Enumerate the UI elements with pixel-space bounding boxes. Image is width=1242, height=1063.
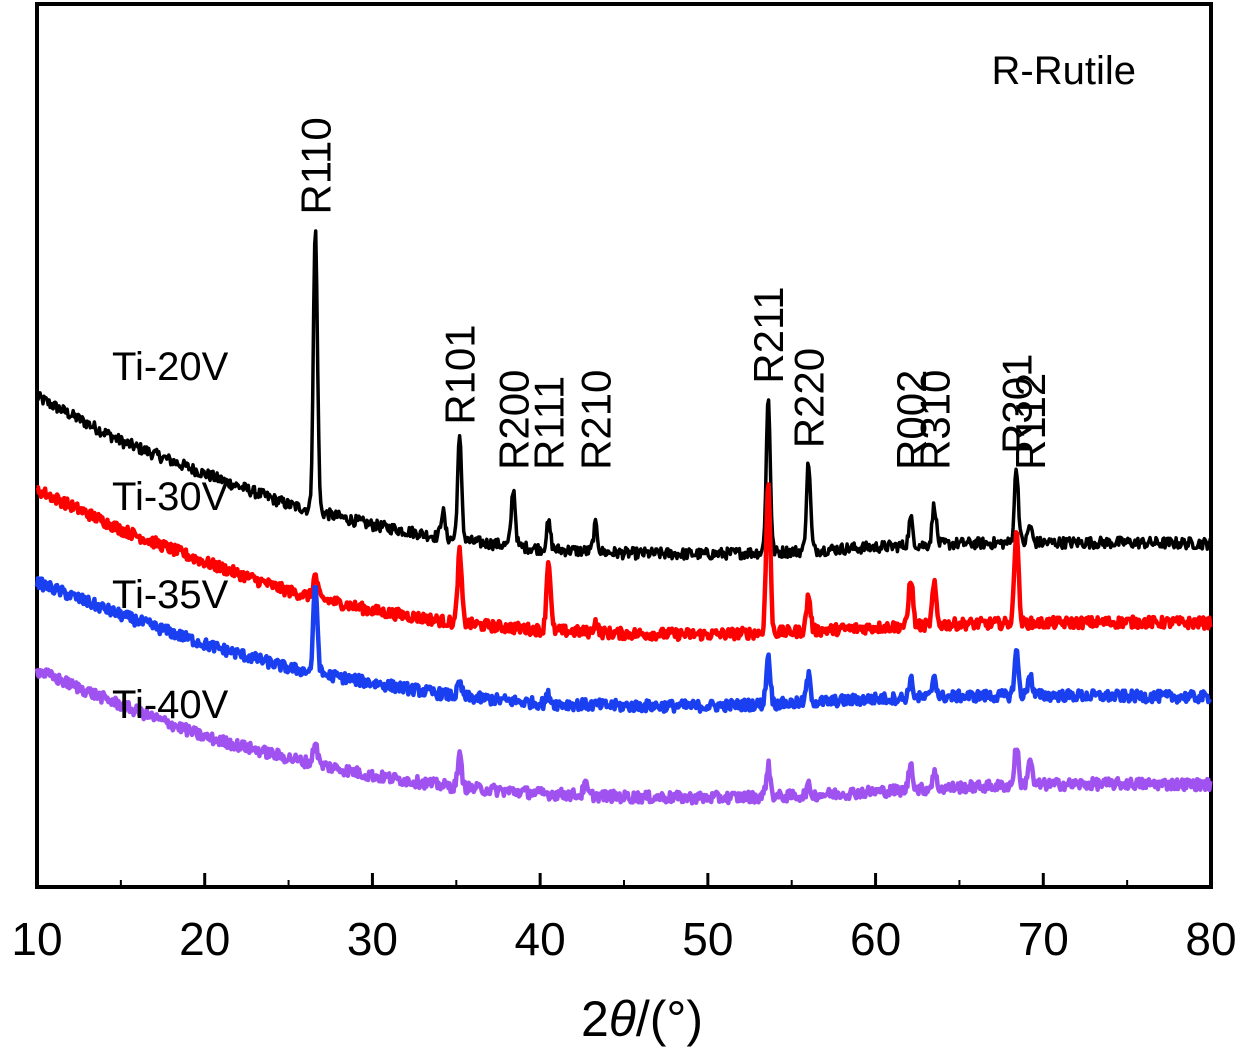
x-tick-label: 30 (347, 913, 398, 965)
peak-label-r111: R111 (526, 376, 573, 470)
peak-label-r110: R110 (292, 117, 339, 214)
peak-label-r112: R112 (1007, 373, 1054, 470)
series-line-ti-40v (34, 667, 1213, 806)
peak-label-r301: R301 (994, 353, 1041, 453)
x-axis-title-prefix: 2 (581, 991, 609, 1047)
x-tick-label: 10 (11, 913, 62, 965)
series-label-ti-30v: Ti-30V (112, 475, 229, 519)
series-line-ti-20v (35, 229, 1213, 561)
peak-label-r200: R200 (490, 370, 537, 470)
peak-label-r211: R211 (745, 286, 792, 383)
series-layer (34, 229, 1213, 806)
series-line-ti-30v (35, 482, 1213, 642)
x-tick-label: 20 (179, 913, 230, 965)
x-tick-label: 60 (850, 913, 901, 965)
series-labels: Ti-20V Ti-30V Ti-35V Ti-40V (112, 345, 229, 727)
peak-label-r210: R210 (573, 370, 620, 470)
legend-note: R-Rutile (992, 49, 1136, 93)
series-line-ti-35v (34, 575, 1213, 714)
x-axis-title-suffix: /(°) (636, 991, 703, 1047)
series-label-ti-20v: Ti-20V (112, 345, 229, 389)
x-tick-label: 40 (515, 913, 566, 965)
peak-label-r002: R002 (888, 370, 935, 470)
peak-label-r101: R101 (437, 324, 484, 424)
series-label-ti-40v: Ti-40V (112, 683, 229, 727)
x-tick-label: 50 (682, 913, 733, 965)
peak-label-r310: R310 (911, 370, 958, 470)
x-axis-title-symbol: θ (609, 991, 636, 1047)
series-label-ti-35v: Ti-35V (112, 573, 229, 617)
x-tick-label: 80 (1185, 913, 1236, 965)
x-axis-ticks: 10 20 30 40 50 60 70 80 (11, 873, 1237, 965)
x-tick-label: 70 (1018, 913, 1069, 965)
peak-label-r220: R220 (786, 348, 833, 448)
x-axis-title: 2θ/(°) (581, 991, 703, 1047)
